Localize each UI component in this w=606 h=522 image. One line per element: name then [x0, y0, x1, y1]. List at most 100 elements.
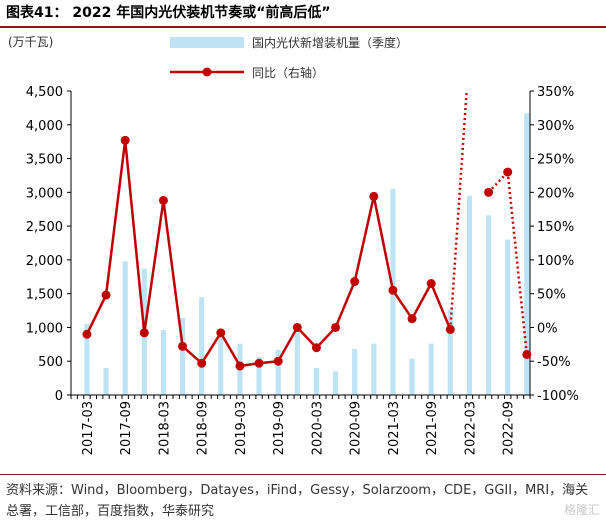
line-point-2020-09 — [350, 277, 360, 287]
bar-2018-06 — [180, 317, 186, 395]
bar-2021-06 — [409, 358, 415, 395]
line-point-2021-06 — [407, 314, 417, 324]
x-tick-label: 2017-03 — [81, 401, 96, 455]
source-rule — [0, 474, 606, 475]
y-left-tick-label: 3,500 — [26, 153, 63, 168]
line-point-2020-06 — [331, 322, 341, 332]
unit-label: (万千瓦) — [8, 35, 53, 49]
line-point-2021-09 — [426, 279, 436, 289]
x-tick-label: 2019-03 — [234, 401, 249, 455]
bar-2022-12 — [524, 113, 530, 395]
y-right-tick-label: 350% — [537, 85, 574, 100]
y-right-tick-label: -100% — [537, 389, 579, 404]
y-right-tick-label: 0% — [537, 321, 558, 336]
line-point-2017-09 — [120, 135, 130, 145]
y-left-tick-label: 3,000 — [26, 186, 63, 201]
y-right-tick-label: 150% — [537, 220, 574, 235]
bar-2018-03 — [160, 330, 166, 395]
line-segment — [296, 326, 318, 349]
line-point-2020-12 — [369, 191, 379, 201]
x-tick-label: 2021-03 — [387, 401, 402, 455]
y-right-tick-label: 50% — [537, 288, 566, 303]
figure-title: 图表41： 2022 年国内光伏装机节奏或“前高后低” — [6, 5, 331, 21]
bar-2022-03 — [466, 195, 472, 395]
legend-label-line: 同比（右轴） — [252, 65, 324, 80]
bar-2022-09 — [505, 239, 511, 395]
x-tick-label: 2018-03 — [157, 401, 172, 455]
line-point-2022-12 — [522, 349, 532, 359]
bar-2018-12 — [218, 335, 224, 395]
x-tick-label: 2022-09 — [502, 401, 517, 455]
line-point-2017-03 — [82, 329, 92, 339]
line-point-2019-12 — [292, 322, 302, 332]
x-tick-label: 2017-09 — [119, 401, 134, 455]
x-tick-label: 2020-03 — [310, 401, 325, 455]
line-segment — [85, 294, 108, 335]
line-segment — [372, 196, 395, 291]
bar-2019-12 — [294, 331, 300, 395]
line-segment — [104, 140, 127, 296]
line-segment — [315, 326, 337, 349]
legend-swatch-bars — [170, 37, 244, 48]
line-segment — [391, 289, 414, 320]
x-tick-label: 2018-09 — [196, 401, 211, 455]
y-right-tick-label: 300% — [537, 119, 574, 134]
y-left-tick-label: 2,500 — [26, 220, 63, 235]
line-point-2018-09 — [197, 358, 207, 368]
y-left-tick-label: 1,500 — [26, 288, 63, 303]
line-point-2019-03 — [235, 361, 245, 371]
bar-2020-09 — [352, 349, 358, 395]
x-tick-label: 2021-09 — [425, 401, 440, 455]
y-left-tick-label: 4,500 — [26, 85, 63, 100]
y-left-tick-label: 500 — [38, 355, 63, 370]
y-right-tick-label: 100% — [537, 254, 574, 269]
line-segment — [334, 281, 356, 328]
line-point-2022-09 — [503, 167, 513, 177]
bar-2019-06 — [256, 357, 262, 395]
bar-2017-03 — [84, 324, 90, 395]
line-segment-forecast — [449, 91, 468, 330]
y-left-tick-label: 2,000 — [26, 254, 63, 269]
x-tick-label: 2020-09 — [349, 401, 364, 455]
y-right-tick-label: 250% — [537, 153, 574, 168]
line-point-2020-03 — [311, 343, 321, 353]
line-segment — [200, 332, 222, 364]
y-right-tick-label: 200% — [537, 186, 574, 201]
line-point-2018-12 — [216, 328, 226, 338]
title-rule — [0, 26, 606, 28]
x-tick-label: 2022-03 — [463, 401, 478, 455]
line-point-2018-06 — [178, 341, 188, 351]
line-point-2019-06 — [254, 358, 264, 368]
bar-2020-06 — [333, 371, 339, 395]
line-point-2019-09 — [273, 356, 283, 366]
x-tick-label: 2019-09 — [272, 401, 287, 455]
line-segment — [219, 332, 242, 367]
legend-label-bars: 国内光伏新增装机量（季度） — [252, 35, 408, 50]
line-point-2021-12 — [445, 324, 455, 334]
line-segment — [353, 196, 376, 282]
line-segment — [430, 283, 452, 330]
bar-2022-06 — [486, 215, 492, 395]
y-right-tick-label: -50% — [537, 355, 571, 370]
line-segment — [410, 282, 433, 320]
line-segment — [143, 200, 165, 334]
line-segment — [162, 200, 184, 347]
line-point-2018-03 — [158, 195, 168, 205]
bar-2020-12 — [371, 343, 377, 395]
line-segment — [277, 326, 299, 362]
line-segment — [123, 140, 146, 333]
bar-2021-12 — [447, 309, 453, 395]
y-left-tick-label: 1,000 — [26, 321, 63, 336]
line-segment-forecast — [506, 171, 529, 355]
line-point-2017-06 — [101, 290, 111, 300]
bar-2017-09 — [122, 261, 128, 395]
bar-2018-09 — [199, 297, 205, 395]
watermark: 格隆汇 — [563, 503, 600, 517]
legend-marker-line — [202, 67, 212, 77]
y-left-tick-label: 4,000 — [26, 119, 63, 134]
bar-2020-03 — [313, 367, 319, 395]
bar-2017-06 — [103, 367, 109, 395]
chart: (万千瓦) 国内光伏新增装机量（季度） 同比（右轴） 0 500 1,000 1,500 2,… — [8, 35, 579, 455]
source-note: 资料来源：Wind，Bloomberg，Datayes，iFind，Gessy，… — [6, 483, 589, 519]
